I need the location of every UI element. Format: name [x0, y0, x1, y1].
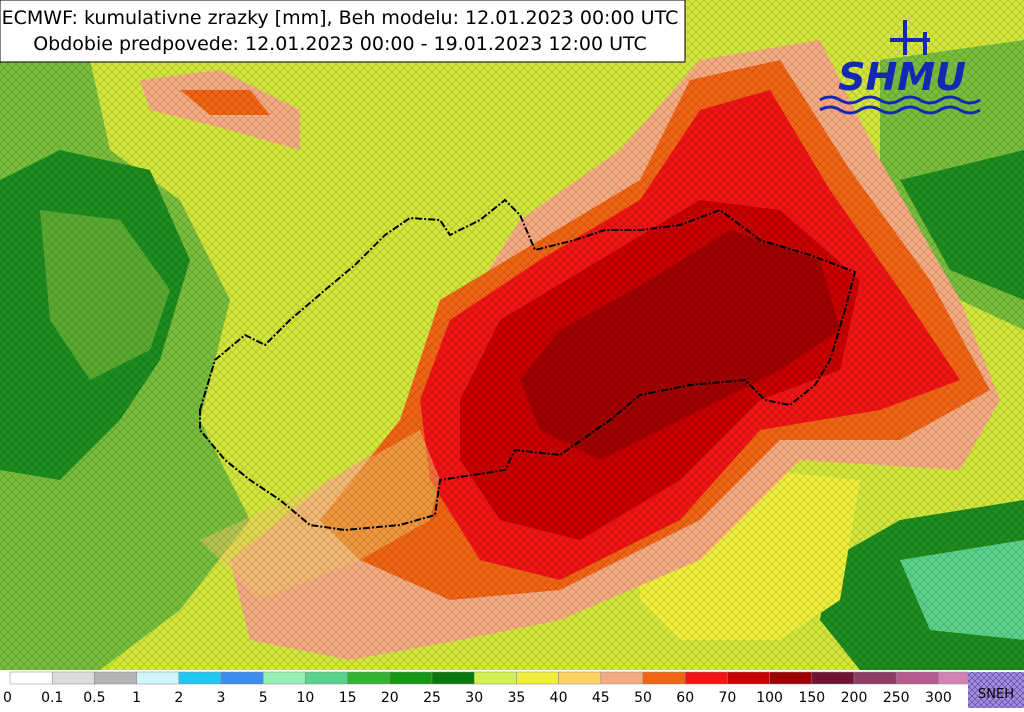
legend-label: 35 — [507, 690, 525, 706]
subtitle: Obdobie predpovede: 12.01.2023 00:00 - 1… — [33, 33, 647, 55]
legend-label: 30 — [465, 690, 483, 706]
legend-swatch — [684, 671, 728, 685]
legend-swatch — [94, 671, 137, 685]
map — [0, 0, 1024, 670]
snow-label: SNEH — [978, 687, 1014, 702]
legend-swatch — [642, 671, 686, 685]
logo-text: SHMU — [838, 55, 966, 99]
legend-label: 2 — [174, 690, 183, 706]
legend-label: 3 — [217, 690, 226, 706]
legend-swatch — [558, 671, 602, 685]
legend: 0 0.1 0.5 1 2 3 5 10 15 20 25 30 35 40 45 50 60 70 100 150 2… — [0, 670, 1024, 708]
legend-label: 60 — [676, 690, 694, 706]
legend-label: 150 — [798, 690, 825, 706]
legend-swatch — [895, 671, 939, 685]
legend-label: 300 — [925, 690, 952, 706]
legend-swatch — [262, 671, 306, 685]
title-box: ECMWF: kumulativne zrazky [mm], Beh mode… — [0, 0, 686, 63]
legend-swatch — [938, 671, 969, 685]
legend-swatch — [600, 671, 644, 685]
legend-label: 20 — [381, 690, 399, 706]
legend-swatch — [769, 671, 813, 685]
legend-label: 15 — [339, 690, 357, 706]
legend-swatch — [136, 671, 180, 685]
legend-swatch — [178, 671, 222, 685]
legend-swatch — [811, 671, 855, 685]
legend-label: 0.5 — [83, 690, 105, 706]
legend-label: 0 — [3, 690, 12, 706]
legend-swatch — [305, 671, 348, 685]
legend-label: 45 — [592, 690, 610, 706]
legend-label: 200 — [841, 690, 868, 706]
title: ECMWF: kumulativne zrazky [mm], Beh mode… — [2, 7, 679, 29]
legend-label: 5 — [259, 690, 268, 706]
legend-label: 100 — [756, 690, 783, 706]
legend-label: 10 — [296, 690, 314, 706]
logo: SHMU — [819, 20, 981, 115]
legend-swatch — [220, 671, 264, 685]
legend-label: 250 — [883, 690, 910, 706]
legend-swatch — [389, 671, 433, 685]
legend-swatch — [51, 671, 95, 685]
legend-swatch — [516, 671, 559, 685]
legend-swatch — [9, 671, 53, 685]
legend-label: 1 — [132, 690, 141, 706]
legend-swatch — [853, 671, 897, 685]
legend-swatch — [431, 671, 475, 685]
legend-swatch — [473, 671, 517, 685]
legend-label: 0.1 — [41, 690, 63, 706]
legend-swatch — [727, 671, 770, 685]
legend-swatch — [347, 671, 391, 685]
legend-label: 50 — [634, 690, 652, 706]
snow-swatch — [968, 672, 1024, 708]
legend-label: 25 — [423, 690, 441, 706]
legend-label: 40 — [550, 690, 568, 706]
legend-label: 70 — [718, 690, 736, 706]
